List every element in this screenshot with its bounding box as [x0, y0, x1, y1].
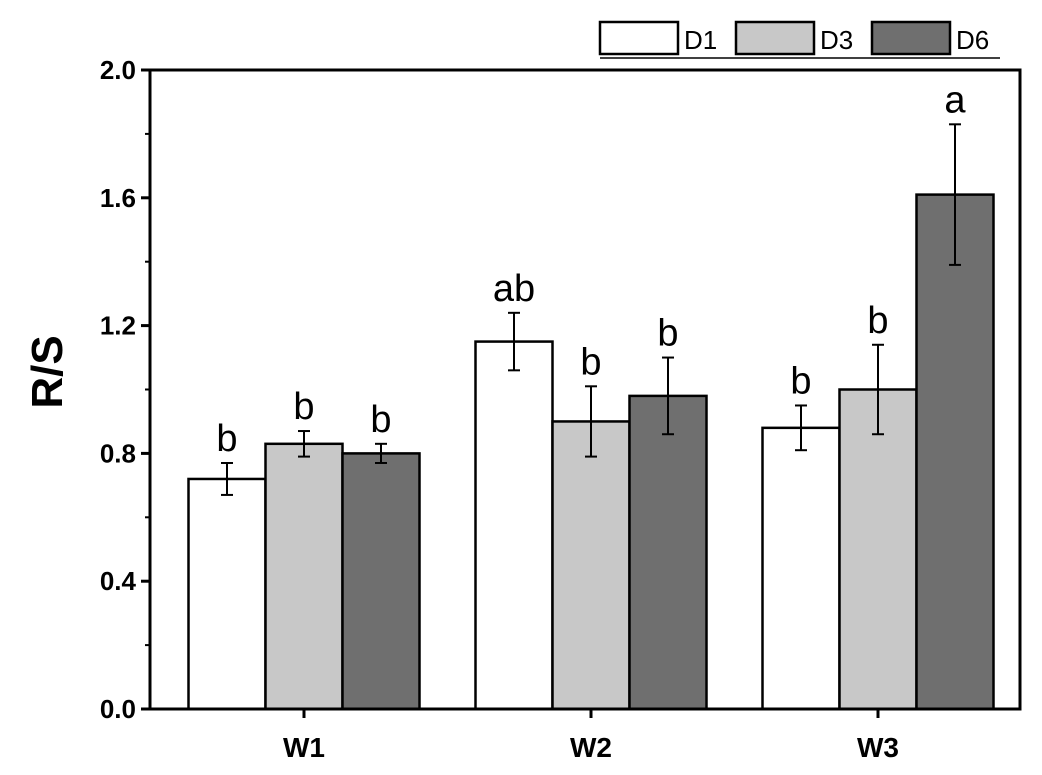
- legend: D1 D3 D6: [598, 20, 1000, 59]
- bar-d1-w3: [761, 426, 841, 711]
- bar-d3-w3: [838, 388, 918, 711]
- y-axis: 0.0 0.4 0.8 1.2 1.6 2.0: [100, 55, 150, 724]
- significance-letter: b: [370, 399, 391, 441]
- y-tick-label: 0.8: [100, 438, 136, 468]
- x-tick-label: W2: [570, 732, 612, 763]
- significance-letter: a: [944, 79, 966, 121]
- legend-label-d1: D1: [684, 25, 717, 55]
- legend-label-d3: D3: [820, 25, 853, 55]
- significance-letter: b: [216, 418, 237, 460]
- legend-label-d6: D6: [956, 25, 989, 55]
- error-bars: [221, 123, 961, 496]
- y-tick-label: 1.6: [100, 183, 136, 213]
- y-axis-title: R/S: [23, 335, 72, 408]
- significance-letter: b: [657, 313, 678, 355]
- bar-d1-w2: [474, 340, 554, 711]
- legend-swatch-d1: [598, 20, 680, 56]
- significance-letters: b b b ab b b b b a: [216, 79, 966, 460]
- significance-letter: b: [580, 341, 601, 383]
- bars: [187, 193, 995, 711]
- bar-d1-w1: [187, 477, 267, 711]
- y-tick-label: 0.4: [100, 566, 137, 596]
- significance-letter: ab: [493, 268, 535, 310]
- y-tick-label: 2.0: [100, 55, 136, 85]
- significance-letter: b: [790, 360, 811, 402]
- bar-d6-w3: [915, 193, 995, 711]
- y-tick-label: 1.2: [100, 311, 136, 341]
- x-tick-label: W1: [283, 732, 325, 763]
- y-tick-label: 0.0: [100, 694, 136, 724]
- bar-d6-w2: [628, 394, 708, 711]
- significance-letter: b: [293, 386, 314, 428]
- bar-d3-w1: [264, 442, 344, 711]
- bar-d6-w1: [341, 452, 421, 711]
- x-axis: W1 W2 W3: [283, 709, 899, 763]
- x-tick-label: W3: [857, 732, 899, 763]
- bar-d3-w2: [551, 420, 631, 711]
- significance-letter: b: [867, 300, 888, 342]
- legend-swatch-d6: [870, 20, 952, 56]
- legend-swatch-d3: [734, 20, 816, 56]
